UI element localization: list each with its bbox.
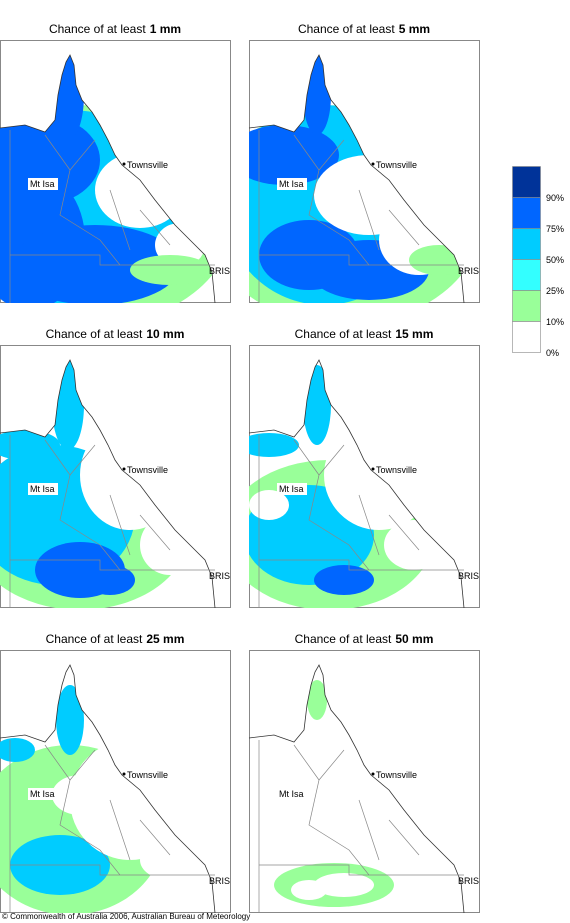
- map-panel: Townsville Mt Isa BRIS: [0, 345, 231, 609]
- place-label: BRIS: [458, 571, 479, 581]
- town-dot: [371, 467, 375, 471]
- panel-title: Chance of at least 1 mm: [49, 22, 181, 36]
- label-bg: [28, 788, 58, 800]
- title-text: Chance of at least: [46, 327, 143, 341]
- legend-label: 10%: [546, 317, 564, 327]
- title-text: Chance of at least: [298, 22, 395, 36]
- legend-label: 90%: [546, 193, 564, 203]
- place-label: BRIS: [458, 266, 479, 276]
- title-amount: 25 mm: [146, 632, 184, 646]
- title-text: Chance of at least: [49, 22, 146, 36]
- panel-title: Chance of at least 5 mm: [298, 22, 430, 36]
- town-dot: [122, 467, 126, 471]
- rain-area: [291, 880, 327, 900]
- map-panel: Townsville Mt Isa BRIS: [248, 345, 480, 609]
- rain-areas: [274, 680, 394, 907]
- place-label: Mt Isa: [279, 789, 304, 799]
- legend-swatch: [512, 197, 541, 229]
- rain-area: [10, 225, 180, 303]
- place-label: Townsville: [376, 770, 417, 780]
- title-amount: 5 mm: [399, 22, 430, 36]
- place-label: Townsville: [376, 465, 417, 475]
- map-panel: Townsville Mt Isa BRIS: [0, 650, 231, 914]
- coastline: [248, 359, 465, 609]
- borders: [9, 130, 215, 303]
- legend-swatch: [512, 228, 541, 260]
- place-label: Townsville: [376, 160, 417, 170]
- rain-area: [307, 680, 327, 720]
- title-text: Chance of at least: [295, 327, 392, 341]
- legend-swatch: [512, 259, 541, 291]
- title-text: Chance of at least: [46, 632, 143, 646]
- place-label: BRIS: [209, 876, 230, 886]
- rain-area: [130, 255, 210, 285]
- place-label: Mt Isa: [30, 484, 55, 494]
- legend-label: 75%: [546, 224, 564, 234]
- title-amount: 50 mm: [395, 632, 433, 646]
- label-bg: [277, 178, 307, 190]
- borders: [258, 130, 464, 303]
- rain-area: [249, 433, 299, 457]
- rain-area: [56, 685, 84, 755]
- rain-area: [0, 738, 35, 762]
- map-panel: Townsville Mt Isa BRIS: [0, 40, 231, 304]
- legend-swatch: [512, 321, 541, 353]
- rain-area: [85, 565, 135, 595]
- coastline: [248, 664, 465, 914]
- place-label: Mt Isa: [30, 789, 55, 799]
- panel-title: Chance of at least 10 mm: [46, 327, 185, 341]
- title-amount: 10 mm: [146, 327, 184, 341]
- legend-label: 25%: [546, 286, 564, 296]
- place-label: Mt Isa: [279, 179, 304, 189]
- rain-area: [0, 430, 60, 460]
- borders: [258, 435, 464, 608]
- coastline: [0, 664, 216, 914]
- title-text: Chance of at least: [295, 632, 392, 646]
- coastline: [248, 54, 465, 304]
- label-bg: [277, 483, 307, 495]
- title-amount: 15 mm: [395, 327, 433, 341]
- coastline: [0, 54, 216, 304]
- legend-label: 0%: [546, 348, 559, 358]
- label-bg: [28, 178, 58, 190]
- place-label: Mt Isa: [279, 484, 304, 494]
- place-label: BRIS: [209, 266, 230, 276]
- label-bg: [277, 788, 307, 800]
- borders: [9, 740, 215, 913]
- map-panel: Townsville Mt Isa BRIS: [248, 650, 480, 914]
- legend-swatch: [512, 290, 541, 322]
- place-label: Townsville: [127, 770, 168, 780]
- panel-title: Chance of at least 50 mm: [295, 632, 434, 646]
- copyright: © Commonwealth of Australia 2006, Austra…: [2, 912, 250, 921]
- place-label: BRIS: [209, 571, 230, 581]
- place-label: BRIS: [458, 876, 479, 886]
- rain-area: [249, 125, 339, 185]
- panel-title: Chance of at least 25 mm: [46, 632, 185, 646]
- town-dot: [122, 772, 126, 776]
- legend-label: 50%: [546, 255, 564, 265]
- label-bg: [28, 483, 58, 495]
- rain-area: [140, 840, 200, 880]
- map-panel: Townsville Mt Isa BRIS: [248, 40, 480, 304]
- borders: [9, 435, 215, 608]
- coastline: [0, 359, 216, 609]
- legend-swatch: [512, 166, 541, 198]
- town-dot: [371, 162, 375, 166]
- town-dot: [371, 772, 375, 776]
- town-dot: [122, 162, 126, 166]
- place-label: Mt Isa: [30, 179, 55, 189]
- place-label: Townsville: [127, 465, 168, 475]
- rain-area: [314, 565, 374, 595]
- rain-area: [314, 873, 374, 897]
- borders: [258, 740, 464, 913]
- title-amount: 1 mm: [150, 22, 181, 36]
- panel-title: Chance of at least 15 mm: [295, 327, 434, 341]
- place-label: Townsville: [127, 160, 168, 170]
- rain-area: [52, 775, 108, 815]
